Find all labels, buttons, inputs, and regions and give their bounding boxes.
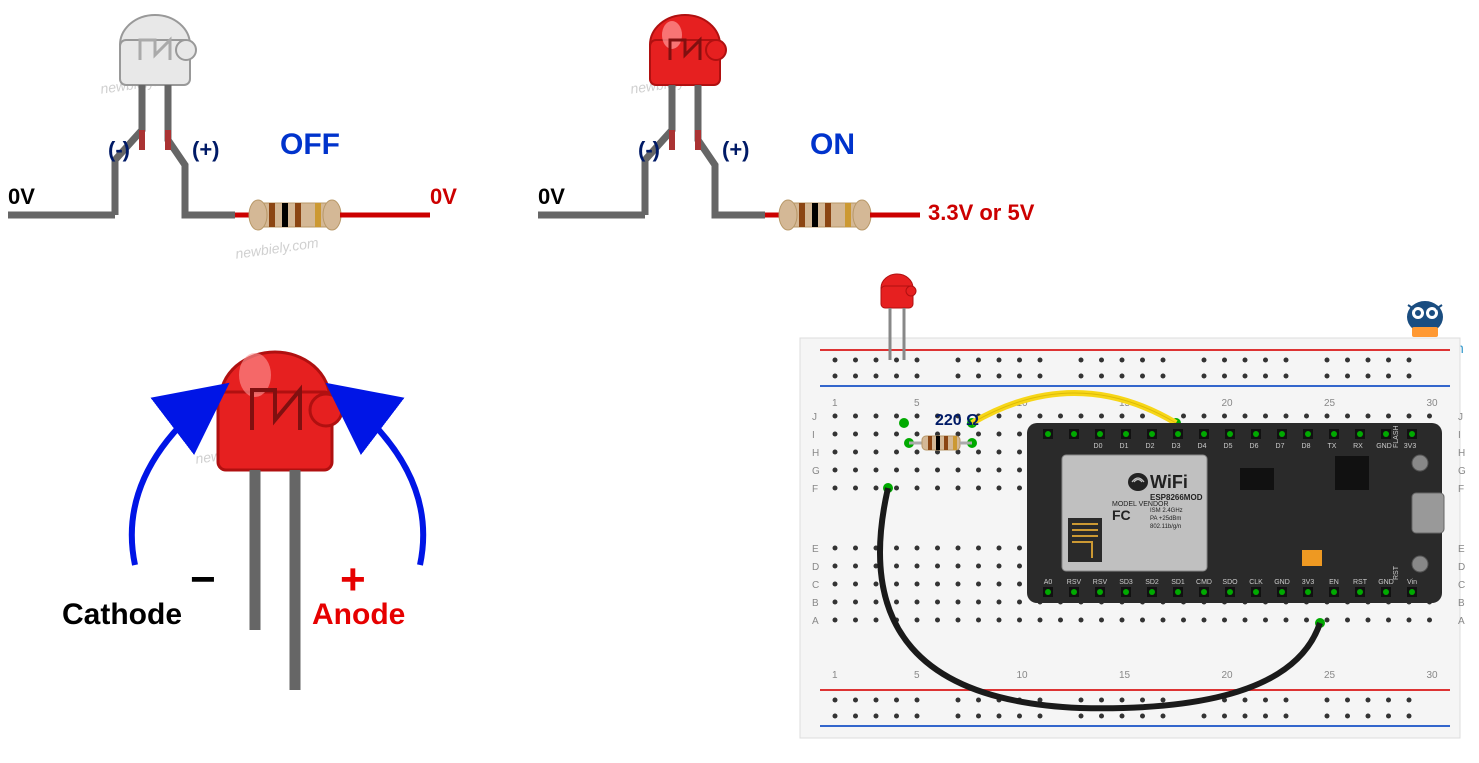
cathode-label: Cathode xyxy=(62,598,182,632)
svg-text:E: E xyxy=(1458,544,1465,555)
svg-text:ESP8266MOD: ESP8266MOD xyxy=(1150,493,1203,502)
svg-text:25: 25 xyxy=(1324,670,1336,681)
svg-text:FC: FC xyxy=(1112,507,1131,523)
svg-text:D5: D5 xyxy=(1224,443,1233,450)
svg-text:D6: D6 xyxy=(1250,443,1259,450)
svg-text:F: F xyxy=(1458,484,1464,495)
svg-text:H: H xyxy=(1458,448,1465,459)
off-circuit-diagram xyxy=(0,0,500,290)
svg-text:D4: D4 xyxy=(1198,443,1207,450)
svg-text:20: 20 xyxy=(1222,398,1234,409)
svg-text:RST: RST xyxy=(1393,565,1400,580)
led-pinout-diagram xyxy=(60,320,490,760)
svg-text:C: C xyxy=(812,580,819,591)
svg-text:802.11b/g/n: 802.11b/g/n xyxy=(1150,524,1181,530)
svg-text:D: D xyxy=(1458,562,1465,573)
svg-text:E: E xyxy=(812,544,819,555)
svg-text:SDO: SDO xyxy=(1222,579,1238,586)
breadboard-diagram: 115510101515202025253030 JJIIHHGGFFEEDDC… xyxy=(780,268,1479,758)
off-left-voltage: 0V xyxy=(8,184,35,210)
svg-text:CLK: CLK xyxy=(1249,579,1263,586)
svg-text:G: G xyxy=(812,466,820,477)
svg-text:15: 15 xyxy=(1119,670,1131,681)
on-neg-label: (-) xyxy=(638,137,660,163)
svg-text:SD1: SD1 xyxy=(1171,579,1185,586)
svg-text:RX: RX xyxy=(1353,443,1363,450)
off-state-label: OFF xyxy=(280,128,340,162)
svg-text:D8: D8 xyxy=(1302,443,1311,450)
svg-text:RSV: RSV xyxy=(1093,579,1108,586)
svg-text:WiFi: WiFi xyxy=(1150,472,1188,492)
resistor-value-label: 220 Ω xyxy=(935,412,979,430)
svg-text:RSV: RSV xyxy=(1067,579,1082,586)
svg-text:B: B xyxy=(1458,598,1465,609)
svg-text:30: 30 xyxy=(1427,398,1439,409)
svg-text:J: J xyxy=(1458,412,1463,423)
svg-text:SD2: SD2 xyxy=(1145,579,1159,586)
svg-text:SD3: SD3 xyxy=(1119,579,1133,586)
svg-text:D: D xyxy=(812,562,819,573)
svg-text:H: H xyxy=(812,448,819,459)
svg-text:ISM 2.4GHz: ISM 2.4GHz xyxy=(1150,508,1183,514)
svg-text:PA +25dBm: PA +25dBm xyxy=(1150,516,1181,522)
svg-text:TX: TX xyxy=(1328,443,1337,450)
svg-text:10: 10 xyxy=(1017,670,1029,681)
svg-text:C: C xyxy=(1458,580,1465,591)
off-right-voltage: 0V xyxy=(430,184,457,210)
anode-label: Anode xyxy=(312,598,405,632)
off-neg-label: (-) xyxy=(108,137,130,163)
on-left-voltage: 0V xyxy=(538,184,565,210)
svg-text:B: B xyxy=(812,598,819,609)
svg-text:A: A xyxy=(812,616,819,627)
svg-text:D1: D1 xyxy=(1120,443,1129,450)
svg-text:A0: A0 xyxy=(1044,579,1053,586)
svg-text:1: 1 xyxy=(832,670,838,681)
svg-text:D7: D7 xyxy=(1276,443,1285,450)
svg-text:30: 30 xyxy=(1427,670,1439,681)
on-state-label: ON xyxy=(810,128,855,162)
svg-text:I: I xyxy=(812,430,815,441)
svg-text:A: A xyxy=(1458,616,1465,627)
svg-text:D3: D3 xyxy=(1172,443,1181,450)
svg-text:20: 20 xyxy=(1222,670,1234,681)
svg-text:3V3: 3V3 xyxy=(1302,579,1315,586)
svg-text:RST: RST xyxy=(1353,579,1368,586)
svg-text:J: J xyxy=(812,412,817,423)
svg-text:Vin: Vin xyxy=(1407,579,1417,586)
svg-text:1: 1 xyxy=(832,398,838,409)
svg-text:25: 25 xyxy=(1324,398,1336,409)
off-pos-label: (+) xyxy=(192,137,220,163)
svg-text:CMD: CMD xyxy=(1196,579,1212,586)
svg-text:GND: GND xyxy=(1274,579,1290,586)
on-circuit-diagram xyxy=(530,0,1050,290)
svg-text:GND: GND xyxy=(1378,579,1394,586)
on-pos-label: (+) xyxy=(722,137,750,163)
on-right-voltage: 3.3V or 5V xyxy=(928,200,1034,226)
svg-text:GND: GND xyxy=(1376,443,1392,450)
svg-text:FLASH: FLASH xyxy=(1393,425,1400,448)
svg-text:EN: EN xyxy=(1329,579,1339,586)
svg-text:D2: D2 xyxy=(1146,443,1155,450)
svg-text:3V3: 3V3 xyxy=(1404,443,1417,450)
svg-text:5: 5 xyxy=(914,670,920,681)
svg-text:G: G xyxy=(1458,466,1466,477)
svg-text:5: 5 xyxy=(914,398,920,409)
svg-text:D0: D0 xyxy=(1094,443,1103,450)
minus-symbol: − xyxy=(190,555,216,605)
svg-text:I: I xyxy=(1458,430,1461,441)
svg-text:F: F xyxy=(812,484,818,495)
